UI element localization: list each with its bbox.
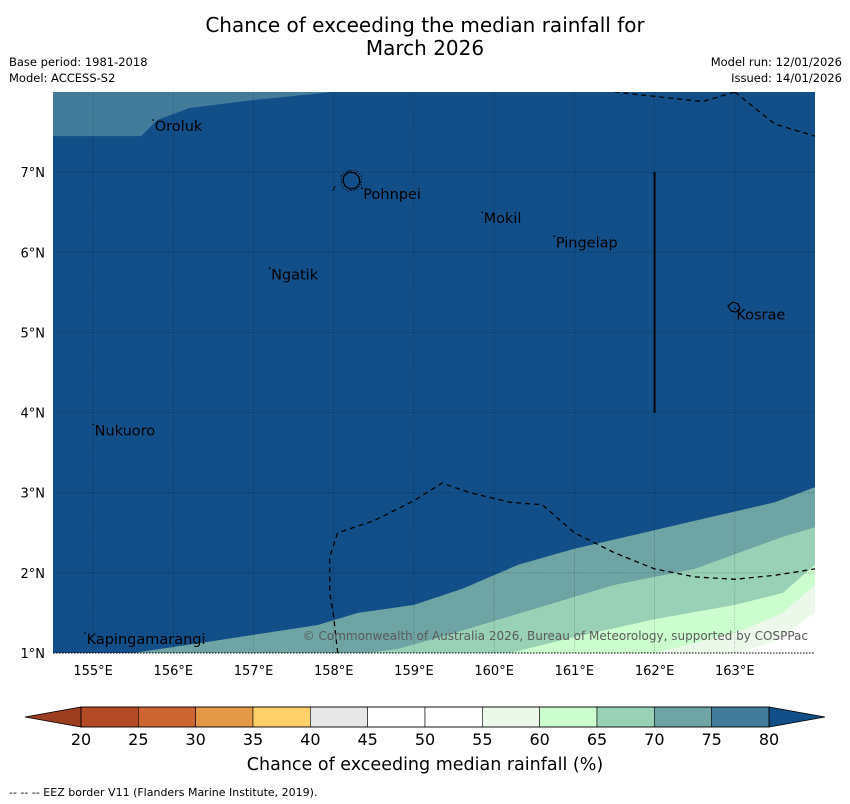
copyright-notice: © Commonwealth of Australia 2026, Bureau… [303, 629, 808, 643]
place-label-pohnpei: Pohnpei [363, 187, 421, 203]
place-marker-mokil [481, 211, 484, 214]
eez-border-line-1 [614, 92, 735, 103]
place-marker-nukuoro [92, 423, 95, 426]
base-period: Base period: 1981-2018 [9, 55, 148, 69]
meta-right: Model run: 12/01/2026 Issued: 14/01/2026 [711, 54, 842, 86]
colorbar-tick-label: 70 [644, 730, 664, 745]
colorbar-bin-60-65 [539, 706, 598, 728]
place-marker-oroluk [152, 119, 155, 121]
colorbar-tick-label: 55 [472, 730, 492, 745]
colorbar-tick-label: 20 [71, 730, 91, 745]
map-axes: 155°E 156°E 157°E 158°E 159°E 160°E 161°E 162°E… [21, 166, 815, 679]
lon-tick-label: 158°E [314, 664, 354, 679]
map-plot-area: Oroluk Pohnpei Mokil Pingelap Ngatik Kosrae Nu… [53, 92, 815, 653]
place-label-pingelap: Pingelap [556, 235, 618, 251]
model-name: Model: ACCESS-S2 [9, 71, 116, 85]
lon-tick-label: 161°E [555, 664, 595, 679]
map-title: Chance of exceeding the median rainfall … [0, 14, 850, 60]
title-line-1: Chance of exceeding the median rainfall … [205, 13, 645, 37]
lat-tick-label: 6°N [21, 246, 46, 261]
colorbar-bin-75-80 [711, 706, 770, 728]
place-label-kapingamarangi: Kapingamarangi [87, 632, 206, 648]
colorbar-tick-label: 60 [529, 730, 549, 745]
colorbar-tick-label: 35 [243, 730, 263, 745]
colorbar-bin-25-30 [138, 706, 196, 728]
lon-tick-label: 156°E [154, 664, 194, 679]
colorbar-under-arrow [24, 706, 82, 728]
colorbar-frame [80, 706, 770, 728]
colorbar-tick-label: 30 [185, 730, 205, 745]
model-run: Model run: 12/01/2026 [710, 55, 842, 69]
colorbar-bin-65-70 [596, 706, 655, 728]
band-50-55 [739, 612, 815, 653]
issued-date: Issued: 14/01/2026 [731, 71, 842, 85]
lat-tick-label: 5°N [21, 326, 46, 341]
colorbar-tick-label: 40 [300, 730, 320, 745]
place-marker-ngatik [268, 267, 271, 270]
colorbar-bin-20-25 [80, 706, 139, 728]
place-label-oroluk: Oroluk [155, 119, 203, 135]
band-75-80-north [53, 92, 334, 137]
colorbar-tick-label: 45 [357, 730, 377, 745]
colorbar-bin-50-55 [424, 706, 483, 728]
lon-tick-label: 155°E [73, 664, 113, 679]
colorbar-label: Chance of exceeding median rainfall (%) [246, 755, 604, 775]
colorbar-bin-35-40 [252, 706, 311, 728]
place-label-ngatik: Ngatik [271, 267, 319, 283]
colorbar-bin-55-60 [482, 706, 540, 728]
lon-tick-label: 157°E [234, 664, 274, 679]
band-60-65 [510, 564, 815, 653]
colorbar-bin-30-35 [195, 706, 254, 728]
colorbar-bin-70-75 [654, 706, 712, 728]
place-marker-pohnpei [360, 187, 363, 190]
colorbar-over-arrow [768, 706, 826, 728]
colorbar-tick-label: 80 [759, 730, 779, 745]
place-label-nukuoro: Nukuoro [95, 424, 156, 440]
lat-tick-label: 7°N [21, 166, 46, 181]
footnote: -- -- -- EEZ border V11 (Flanders Marine… [9, 786, 318, 799]
colorbar-tick-label: 65 [587, 730, 607, 745]
kosrae-island-outline [727, 301, 741, 313]
lat-tick-label: 3°N [21, 487, 46, 502]
map-figure: Oroluk Pohnpei Mokil Pingelap Ngatik Kosrae Nu… [21, 92, 826, 745]
place-marker-kosrae [733, 307, 736, 310]
lon-tick-label: 162°E [635, 664, 675, 679]
eez-border-line-0 [329, 482, 815, 653]
pohnpei-reef-outline [340, 169, 363, 192]
colorbar-tick-label: 25 [128, 730, 148, 745]
lat-tick-label: 4°N [21, 407, 46, 422]
band-55-60 [654, 584, 815, 653]
place-label-mokil: Mokil [484, 211, 522, 227]
colorbar: 20 25 30 35 40 45 50 55 60 65 70 75 80 [24, 706, 826, 745]
pohnpei-island-outline [342, 171, 361, 190]
place-marker-kapingamarangi [84, 632, 86, 634]
title-line-2: March 2026 [365, 36, 485, 60]
probability-bands [53, 92, 815, 653]
colorbar-tick-label: 50 [415, 730, 435, 745]
colorbar-bin-45-50 [367, 706, 426, 728]
meta-left: Base period: 1981-2018 Model: ACCESS-S2 [9, 54, 148, 86]
eez-border-lines [329, 92, 815, 653]
place-label-kosrae: Kosrae [736, 307, 785, 323]
lon-tick-label: 160°E [474, 664, 514, 679]
lat-tick-label: 1°N [21, 647, 46, 662]
lon-tick-label: 159°E [394, 664, 434, 679]
ant-atoll-outline [332, 185, 336, 192]
place-marker-pingelap [553, 235, 556, 238]
island-outlines [332, 169, 741, 313]
lat-tick-label: 2°N [21, 567, 46, 582]
colorbar-bin-40-45 [310, 706, 368, 728]
lon-tick-label: 163°E [715, 664, 755, 679]
colorbar-tick-label: 75 [701, 730, 721, 745]
place-labels: Oroluk Pohnpei Mokil Pingelap Ngatik Kosrae Nu… [84, 119, 785, 648]
